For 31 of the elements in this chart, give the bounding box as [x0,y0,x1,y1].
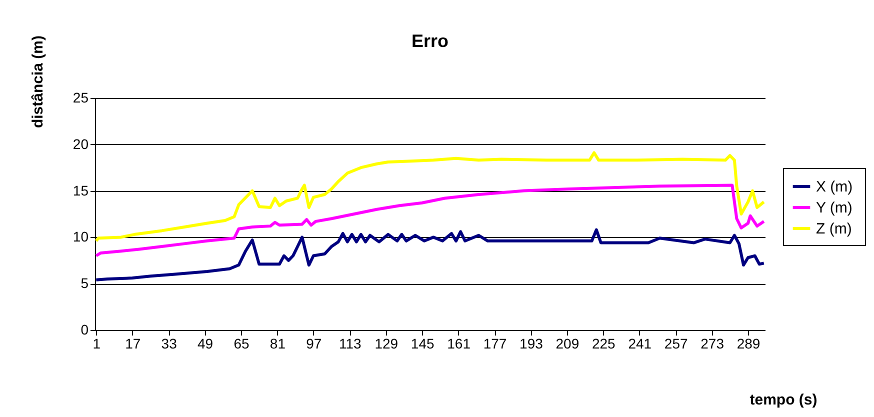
x-tick-label: 225 [592,336,616,352]
x-tick-label: 257 [664,336,688,352]
x-tick-label: 209 [556,336,580,352]
y-tick-label: 0 [80,322,89,338]
y-tick-label: 5 [80,275,89,292]
legend-label: Z (m) [816,220,852,238]
x-tick-label: 161 [447,336,471,352]
x-tick-label: 97 [306,336,322,352]
y-axis-title: distância (m) [30,36,46,128]
x-tick-label: 17 [125,336,141,352]
x-axis-title: tempo (s) [750,392,818,408]
chart-title: Erro [411,31,449,51]
y-tick-label: 15 [72,182,89,198]
x-tick-label: 177 [483,336,507,352]
x-tick-label: 65 [234,336,250,352]
legend-label: Y (m) [816,200,852,216]
x-tick-label: 33 [161,336,178,352]
y-tick-label: 25 [72,90,89,106]
x-tick-label: 113 [338,336,362,352]
x-tick-label: 145 [410,336,434,352]
x-tick-label: 289 [736,336,760,352]
x-tick-label: 129 [374,336,398,352]
x-tick-label: 241 [628,336,652,352]
x-tick-label: 273 [700,336,724,352]
y-tick-label: 20 [72,136,89,152]
y-tick-label: 10 [72,228,89,245]
x-tick-label: 1 [92,336,101,352]
x-tick-label: 193 [520,336,544,352]
legend-label: X (m) [816,178,853,196]
x-tick-label: 81 [270,336,286,352]
x-tick-label: 49 [197,336,214,352]
